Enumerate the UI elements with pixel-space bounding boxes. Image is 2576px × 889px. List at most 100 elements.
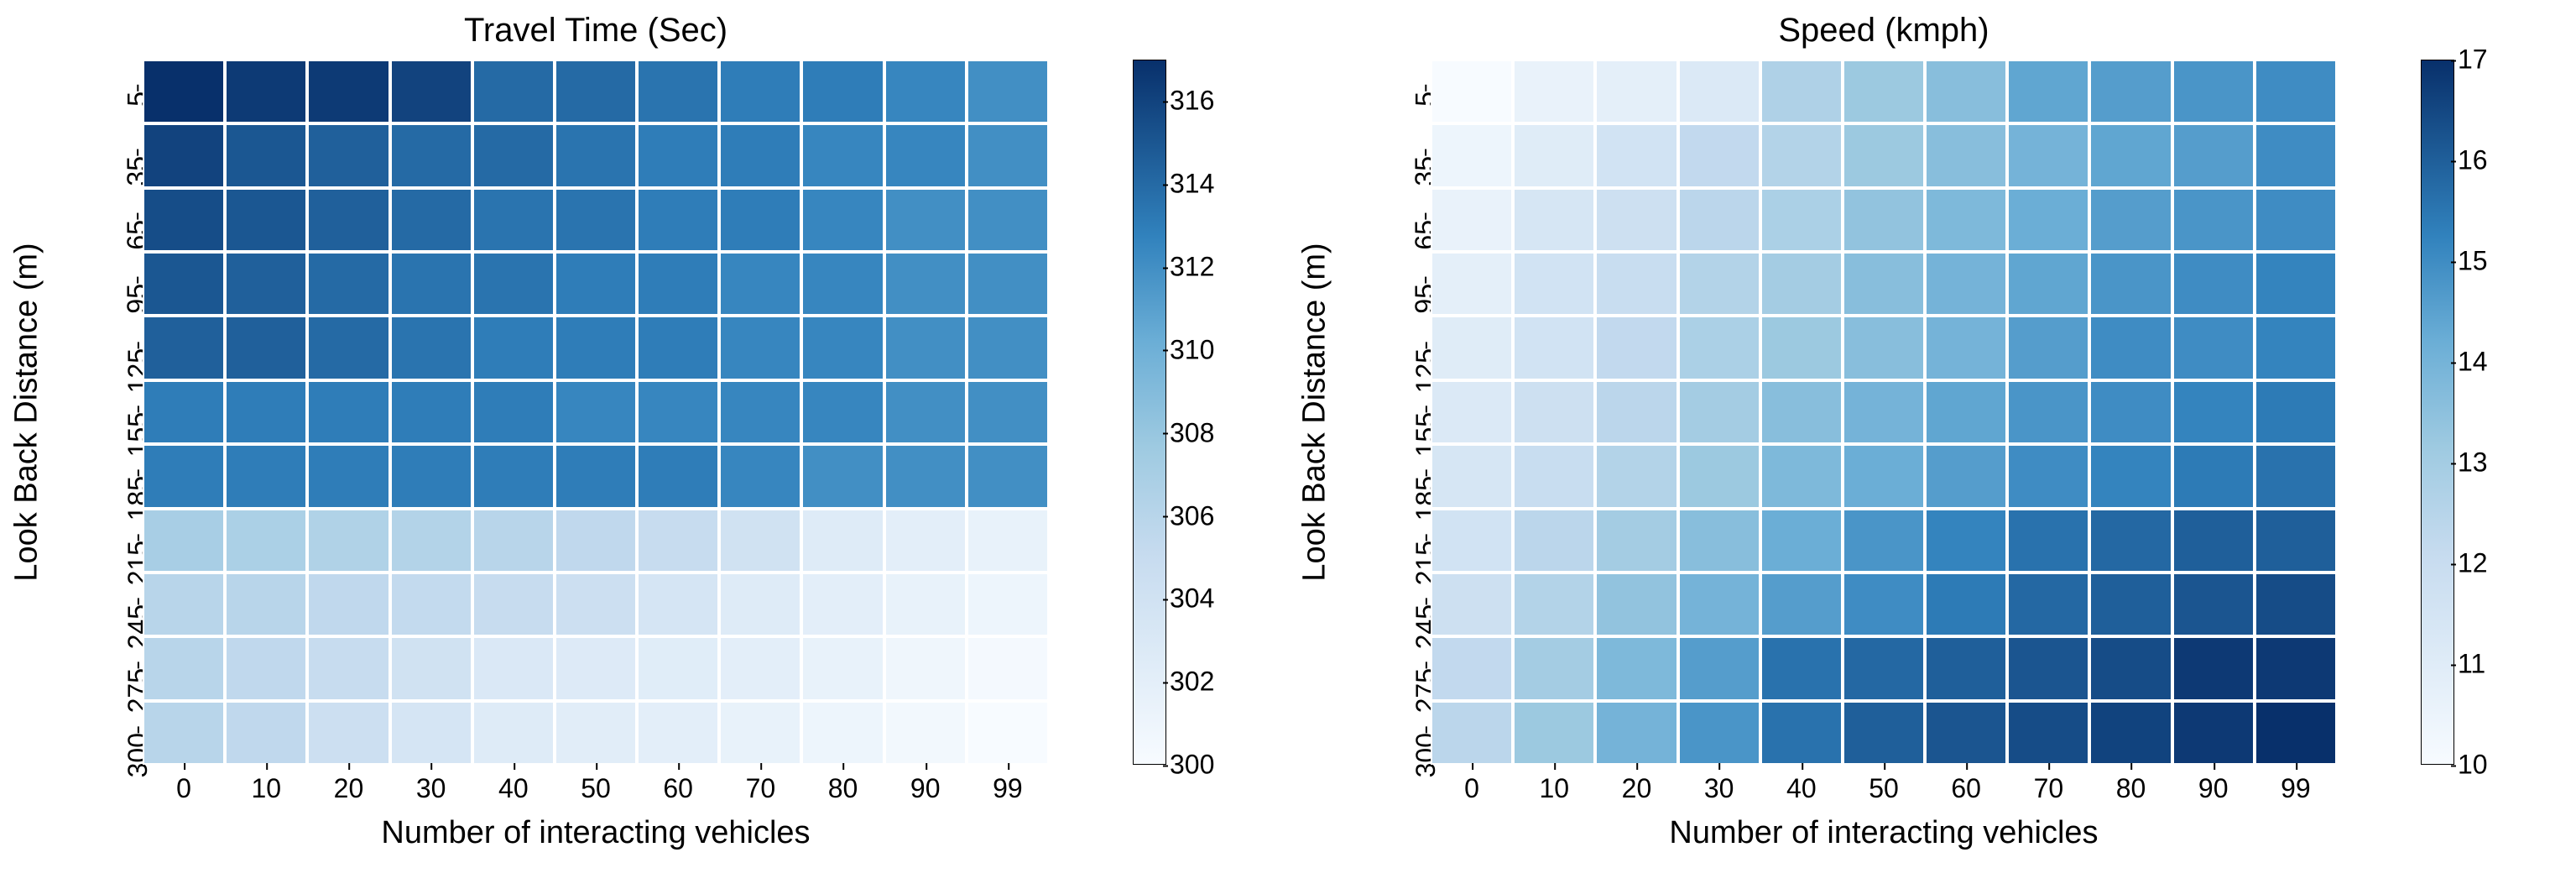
heatmap-cell xyxy=(719,701,801,765)
heatmap-cell xyxy=(1513,509,1595,573)
heatmap-cell xyxy=(1925,509,2007,573)
heatmap-cell xyxy=(2172,60,2255,123)
heatmap-cell xyxy=(719,123,801,187)
heatmap-cell xyxy=(2255,252,2337,316)
heatmap-cell xyxy=(1678,60,1760,123)
heatmap-cell xyxy=(307,573,389,636)
heatmap-cell xyxy=(884,252,967,316)
heatmap-cell xyxy=(1760,636,1843,700)
heatmap-cell xyxy=(1925,60,2007,123)
heatmap-cell xyxy=(2255,636,2337,700)
heatmap-cell xyxy=(143,60,225,123)
heatmap-cell xyxy=(1513,701,1595,765)
heatmap-cell xyxy=(2007,509,2089,573)
figure-canvas: Travel Time (Sec)Look Back Distance (m)5… xyxy=(0,0,2576,889)
heatmap-cell xyxy=(307,60,389,123)
heatmap-cell xyxy=(143,316,225,379)
heatmap-cell xyxy=(1678,252,1760,316)
heatmap-cell xyxy=(555,60,637,123)
heatmap-cell xyxy=(1513,444,1595,508)
heatmap-cell xyxy=(1678,509,1760,573)
heatmap-cell xyxy=(637,60,719,123)
heatmap-cell xyxy=(2172,444,2255,508)
heatmap-cell xyxy=(2255,188,2337,252)
heatmap-cell xyxy=(472,444,555,508)
heatmap-cell xyxy=(2255,123,2337,187)
x-tick-label: 90 xyxy=(910,773,941,804)
heatmap-cell xyxy=(2089,188,2172,252)
heatmap-cell xyxy=(1925,636,2007,700)
x-tick-label: 10 xyxy=(251,773,281,804)
heatmap-cell xyxy=(1595,252,1677,316)
heatmap-cell xyxy=(307,316,389,379)
colorbar-tick-label: 314 xyxy=(1170,169,1214,200)
heatmap-cell xyxy=(1678,701,1760,765)
x-tick-label: 60 xyxy=(1951,773,1981,804)
heatmap-cell xyxy=(1595,444,1677,508)
heatmap-cell xyxy=(1513,380,1595,444)
heatmap-cell xyxy=(1595,380,1677,444)
heatmap-cell xyxy=(1843,252,1925,316)
heatmap-cell xyxy=(555,123,637,187)
x-tick-label: 99 xyxy=(2281,773,2311,804)
x-tick-label: 0 xyxy=(1464,773,1479,804)
heatmap-cell xyxy=(472,573,555,636)
heatmap-cell xyxy=(390,444,472,508)
heatmap-cell xyxy=(884,380,967,444)
x-tick-label: 40 xyxy=(498,773,529,804)
heatmap-cell xyxy=(2255,380,2337,444)
heatmap-cell xyxy=(225,380,307,444)
heatmap-cell xyxy=(1595,701,1677,765)
heatmap-cell xyxy=(2089,444,2172,508)
colorbar-tick-label: 13 xyxy=(2458,447,2488,478)
heatmap-cell xyxy=(1595,60,1677,123)
heatmap-cell xyxy=(2172,380,2255,444)
heatmap-cell xyxy=(472,509,555,573)
heatmap-cell xyxy=(884,701,967,765)
heatmap-cell xyxy=(1760,444,1843,508)
heatmap-cell xyxy=(143,509,225,573)
heatmap-cell xyxy=(225,444,307,508)
heatmap-cell xyxy=(143,252,225,316)
heatmap-cell xyxy=(884,60,967,123)
heatmap-cell xyxy=(225,573,307,636)
colorbar-tick-label: 304 xyxy=(1170,583,1214,614)
heatmap-cell xyxy=(884,509,967,573)
heatmap-cell xyxy=(390,509,472,573)
heatmap-cell xyxy=(143,123,225,187)
heatmap-cell xyxy=(637,380,719,444)
heatmap-cell xyxy=(390,380,472,444)
heatmap-cell xyxy=(2255,509,2337,573)
heatmap-cell xyxy=(1431,188,1513,252)
x-tick-label: 20 xyxy=(1622,773,1652,804)
heatmap-cell xyxy=(225,123,307,187)
heatmap-cell xyxy=(555,380,637,444)
heatmap-grid xyxy=(1431,60,2337,765)
heatmap-cell xyxy=(307,123,389,187)
heatmap-cell xyxy=(719,509,801,573)
x-tick-label: 30 xyxy=(1704,773,1734,804)
heatmap-cell xyxy=(1843,636,1925,700)
heatmap-cell xyxy=(1431,123,1513,187)
heatmap-cell xyxy=(2089,60,2172,123)
heatmap-cell xyxy=(472,701,555,765)
heatmap-cell xyxy=(637,316,719,379)
heatmap-cell xyxy=(307,188,389,252)
heatmap-cell xyxy=(1843,316,1925,379)
heatmap-cell xyxy=(2172,573,2255,636)
heatmap-cell xyxy=(967,380,1049,444)
x-ticks: 010203040506070809099 xyxy=(143,765,1049,815)
heatmap-cell xyxy=(2007,123,2089,187)
heatmap-cell xyxy=(1760,316,1843,379)
heatmap-cell xyxy=(719,188,801,252)
heatmap-cell xyxy=(1760,701,1843,765)
x-ticks: 010203040506070809099 xyxy=(1431,765,2337,815)
heatmap-cell xyxy=(1760,380,1843,444)
colorbar: 1011121314151617 xyxy=(2387,60,2572,765)
heatmap-cell xyxy=(1431,60,1513,123)
y-axis-label: Look Back Distance (m) xyxy=(1297,243,1333,581)
heatmap-cell xyxy=(2007,444,2089,508)
heatmap-cell xyxy=(1843,60,1925,123)
x-tick-label: 40 xyxy=(1786,773,1817,804)
heatmap-cell xyxy=(1843,123,1925,187)
